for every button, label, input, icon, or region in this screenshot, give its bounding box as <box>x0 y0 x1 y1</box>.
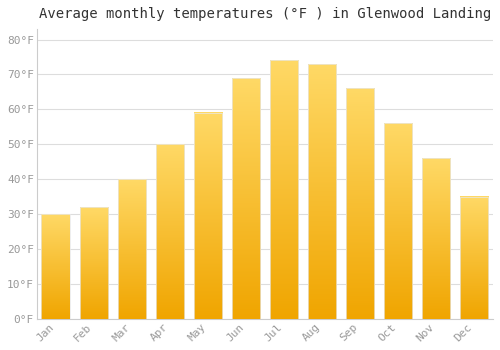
Bar <box>194 113 222 319</box>
Bar <box>460 197 488 319</box>
Bar <box>232 78 260 319</box>
Bar <box>118 179 146 319</box>
Bar <box>80 207 108 319</box>
Bar <box>384 123 412 319</box>
Title: Average monthly temperatures (°F ) in Glenwood Landing: Average monthly temperatures (°F ) in Gl… <box>39 7 491 21</box>
Bar <box>156 144 184 319</box>
Bar <box>346 89 374 319</box>
Bar <box>42 214 70 319</box>
Bar <box>422 158 450 319</box>
Bar <box>270 61 298 319</box>
Bar <box>308 64 336 319</box>
